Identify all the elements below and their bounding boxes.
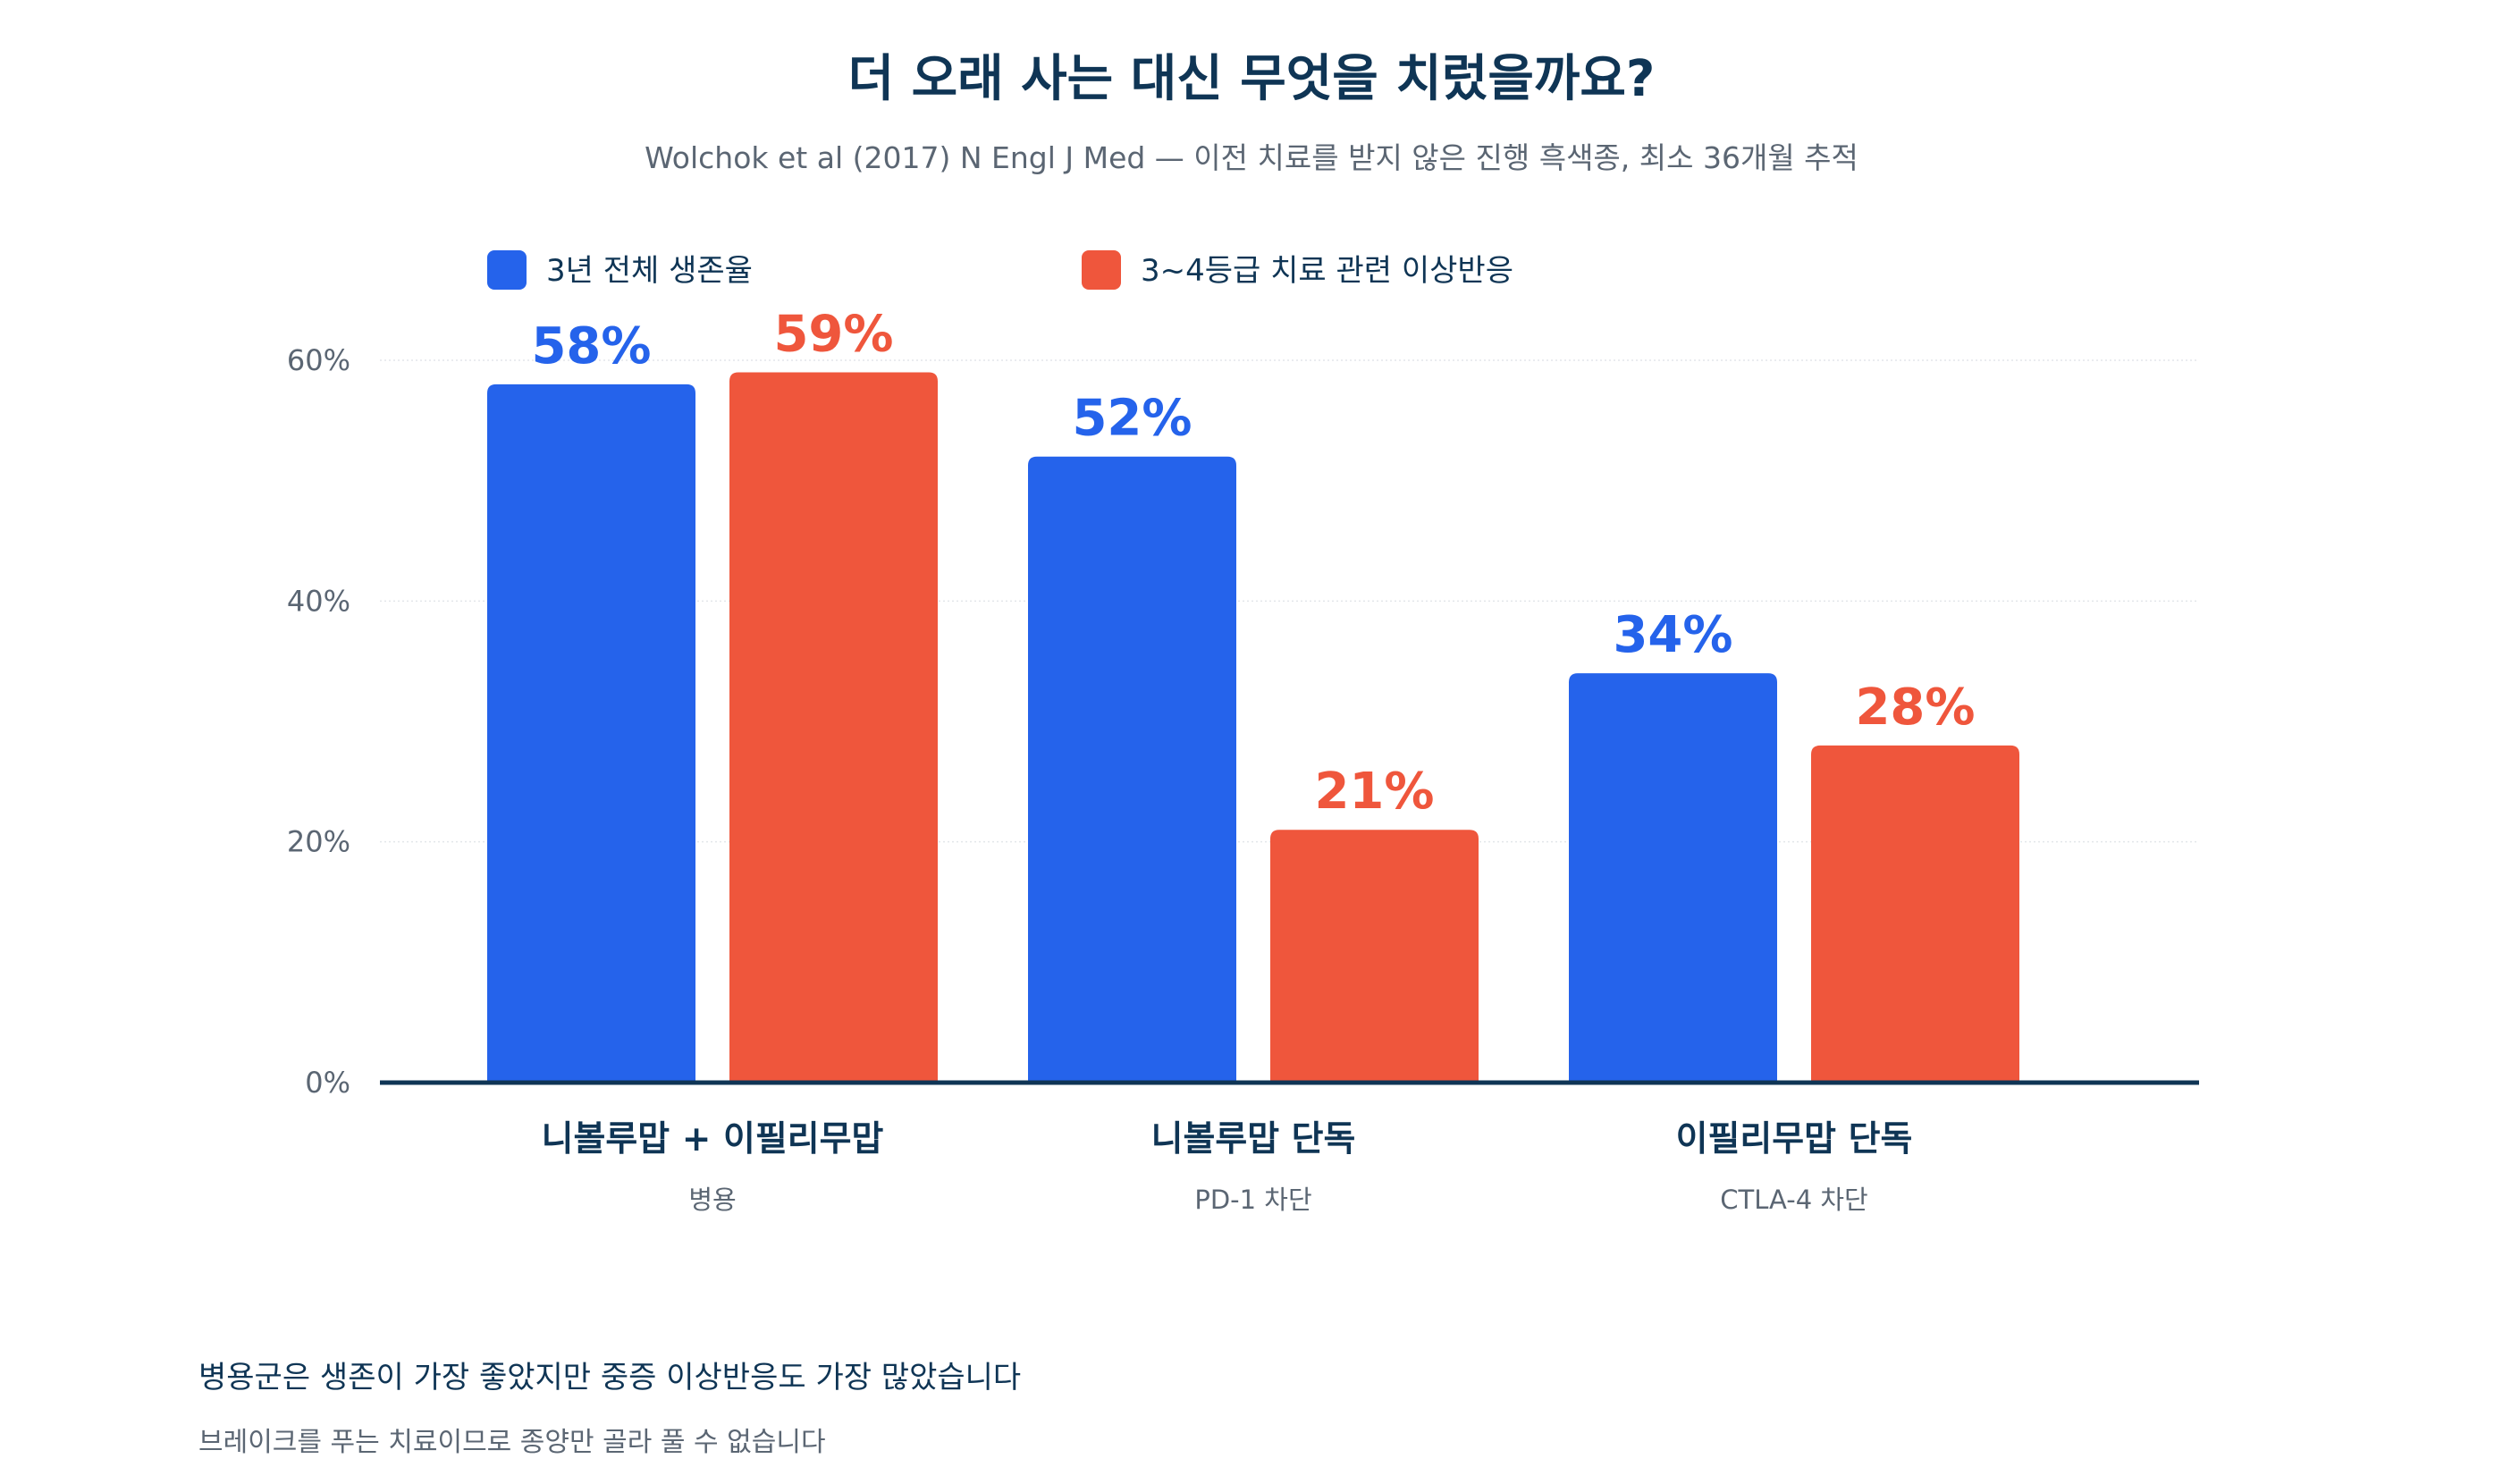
y-axis: 0% 20% 40% 60% xyxy=(287,343,350,1100)
data-label: 34% xyxy=(1613,606,1732,664)
data-label: 59% xyxy=(773,305,893,363)
bar xyxy=(1811,745,2019,1083)
legend: 3년 전체 생존율 3~4등급 치료 관련 이상반응 xyxy=(487,250,1513,290)
bar xyxy=(487,384,695,1083)
legend-label: 3~4등급 치료 관련 이상반응 xyxy=(1141,253,1513,289)
data-label: 58% xyxy=(531,317,651,375)
x-category-label: 니볼루맙 + 이필리무맙 xyxy=(542,1119,884,1159)
note-main: 병용군은 생존이 가장 좋았지만 중증 이상반응도 가장 많았습니다 xyxy=(198,1360,1021,1395)
bar xyxy=(1028,456,1236,1083)
y-tick-label: 20% xyxy=(287,825,350,859)
x-category-sublabel: 병용 xyxy=(688,1185,736,1215)
x-category-sublabel: CTLA-4 차단 xyxy=(1720,1185,1867,1215)
bars xyxy=(487,372,2019,1083)
chart-title: 더 오래 사는 대신 무엇을 치렀을까요? xyxy=(848,50,1656,108)
legend-label: 3년 전체 생존율 xyxy=(546,253,753,289)
chart-subtitle: Wolchok et al (2017) N Engl J Med — 이전 치… xyxy=(645,140,1858,175)
legend-swatch xyxy=(1082,250,1121,290)
data-label: 52% xyxy=(1072,390,1192,448)
x-category-sublabel: PD-1 차단 xyxy=(1194,1185,1311,1215)
y-tick-label: 40% xyxy=(287,584,350,618)
x-category-label: 이필리무맙 단독 xyxy=(1676,1119,1913,1159)
y-tick-label: 60% xyxy=(287,343,350,377)
y-tick-label: 0% xyxy=(305,1066,350,1100)
note-sub: 브레이크를 푸는 치료이므로 종양만 골라 풀 수 없습니다 xyxy=(198,1427,826,1458)
bar xyxy=(1270,830,1479,1083)
x-category-label: 니볼루맙 단독 xyxy=(1151,1119,1356,1159)
bar xyxy=(1569,673,1777,1083)
data-label: 28% xyxy=(1855,679,1975,737)
data-label: 21% xyxy=(1314,763,1434,821)
legend-swatch xyxy=(487,250,527,290)
bar xyxy=(729,372,938,1083)
value-labels: 58% 59% 52% 21% 34% 28% xyxy=(531,305,1975,821)
